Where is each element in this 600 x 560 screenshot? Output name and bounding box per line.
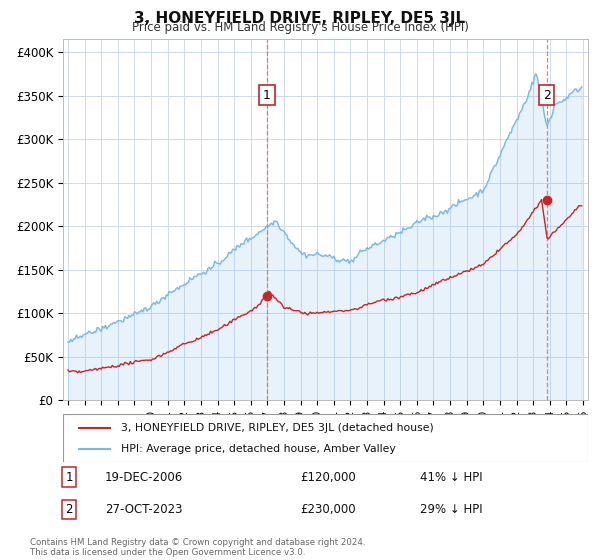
Text: Price paid vs. HM Land Registry's House Price Index (HPI): Price paid vs. HM Land Registry's House … [131,21,469,34]
Text: Contains HM Land Registry data © Crown copyright and database right 2024.
This d: Contains HM Land Registry data © Crown c… [30,538,365,557]
Text: 29% ↓ HPI: 29% ↓ HPI [420,503,482,516]
FancyBboxPatch shape [63,414,588,462]
Text: 2: 2 [65,503,73,516]
Text: 27-OCT-2023: 27-OCT-2023 [105,503,182,516]
Text: 3, HONEYFIELD DRIVE, RIPLEY, DE5 3JL: 3, HONEYFIELD DRIVE, RIPLEY, DE5 3JL [134,11,466,26]
Text: 1: 1 [65,470,73,484]
Text: 3, HONEYFIELD DRIVE, RIPLEY, DE5 3JL (detached house): 3, HONEYFIELD DRIVE, RIPLEY, DE5 3JL (de… [121,423,433,433]
Text: £120,000: £120,000 [300,470,356,484]
Text: 1: 1 [263,88,271,102]
Text: £230,000: £230,000 [300,503,356,516]
Text: 41% ↓ HPI: 41% ↓ HPI [420,470,482,484]
Text: 2: 2 [543,88,551,102]
Text: HPI: Average price, detached house, Amber Valley: HPI: Average price, detached house, Ambe… [121,444,395,454]
Text: 19-DEC-2006: 19-DEC-2006 [105,470,183,484]
